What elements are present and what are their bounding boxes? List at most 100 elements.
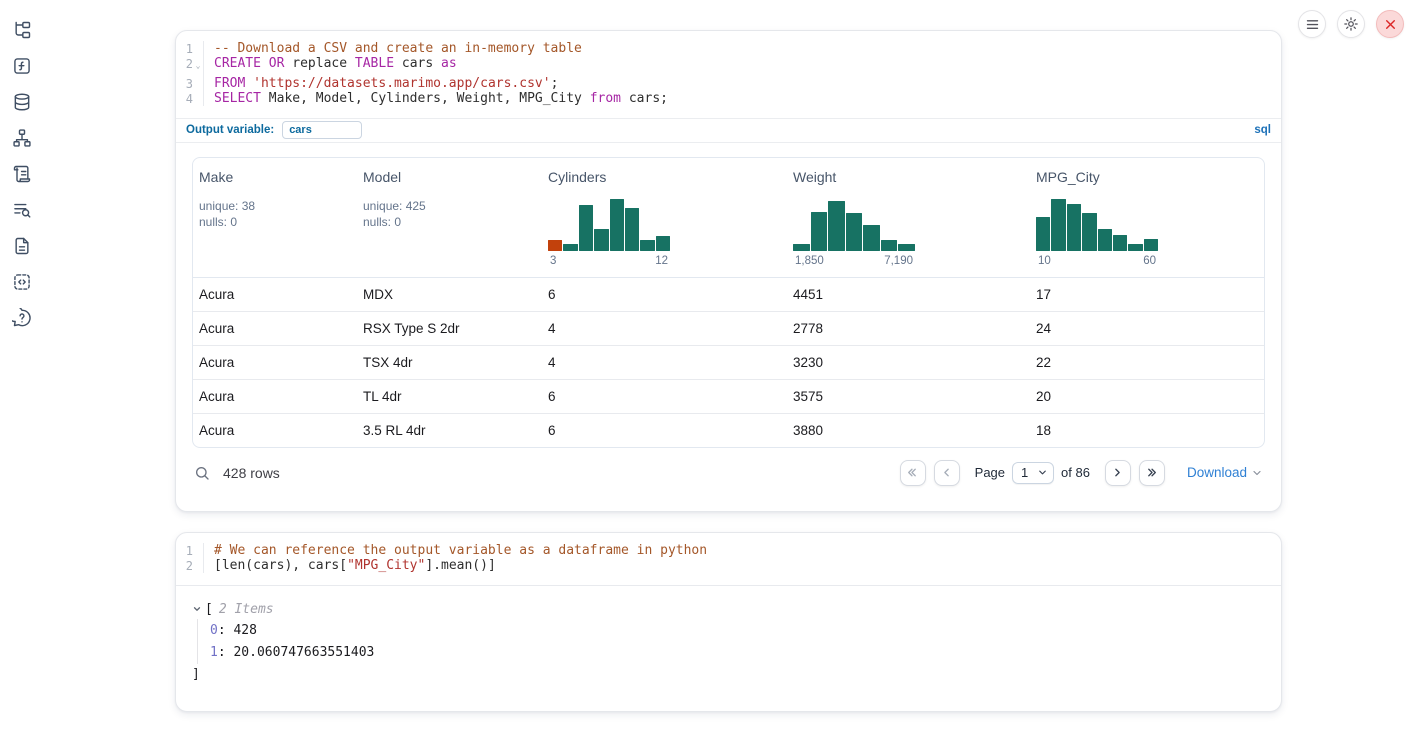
output-variable-input[interactable] (282, 121, 363, 140)
datasources-icon (12, 92, 32, 117)
code-token: 'https://datasets.marimo.app/cars.csv' (253, 75, 551, 91)
code-token: ].mean()] (425, 558, 496, 573)
column-stat-line: unique: 425 (363, 198, 426, 213)
sidebar-item-logs[interactable] (11, 165, 33, 187)
settings-gear-icon[interactable] (1337, 10, 1365, 38)
line-number: 1 (185, 544, 193, 558)
axis-max-label: 7,190 (884, 254, 913, 267)
last-page-button[interactable] (1138, 459, 1165, 486)
shutdown-close-icon[interactable] (1376, 10, 1404, 38)
code-line: 2 [len(cars), cars["MPG_City"].mean()] (176, 558, 1281, 573)
tree-item-key: 1 (210, 645, 218, 661)
line-number: 2 (185, 559, 193, 573)
axis-max-label: 60 (1143, 254, 1156, 267)
histogram-bar (640, 240, 655, 251)
previous-page-button[interactable] (933, 459, 960, 486)
histogram-bar (1051, 198, 1066, 251)
table-header-row: Make unique: 38 nulls: 0 Model unique: 425 nu… (193, 158, 1264, 278)
histogram-bar (594, 228, 609, 251)
code-token: CREATE (214, 56, 261, 71)
code-token: "MPG_City" (347, 558, 426, 573)
column-header-model[interactable]: Model unique: 425 nulls: 0 (357, 158, 542, 277)
row-count: 428 rows (223, 464, 280, 481)
table-cell: 2778 (793, 320, 824, 336)
sidebar-item-help[interactable] (6, 304, 33, 331)
code-line: 4 SELECT Make, Model, Cylinders, Weight, … (176, 90, 1281, 106)
top-actions (1298, 10, 1404, 38)
logs-icon (12, 164, 32, 189)
fold-spacer (193, 76, 203, 91)
table-row: Acura TL 4dr 6 3575 20 (193, 380, 1264, 414)
line-number: 1 (185, 42, 193, 56)
table-cell: 4 (548, 354, 556, 370)
tree-open-bracket: [ (205, 601, 213, 617)
fold-chevron-icon[interactable]: ⌄ (195, 61, 201, 70)
page-total: of 86 (1061, 465, 1090, 481)
snippets-icon (12, 272, 32, 297)
histogram-bar (609, 198, 624, 251)
sql-code-editor[interactable]: 1 -- Download a CSV and create an in-memo… (176, 31, 1281, 118)
sidebar-item-outline-search[interactable] (11, 201, 33, 223)
histogram-bar (845, 213, 863, 251)
column-header-mpg_city[interactable]: MPG_City 10 60 (1030, 158, 1264, 277)
tree-items-count: 2 Items (218, 601, 274, 617)
histogram-bar (548, 240, 563, 251)
table-cell: 6 (548, 286, 556, 302)
download-label: Download (1186, 465, 1247, 481)
sql-cell: 1 -- Download a CSV and create an in-memo… (175, 30, 1282, 512)
column-name: Make (199, 168, 234, 185)
histogram-bars (793, 199, 916, 251)
output-variable-label: Output variable: (186, 124, 275, 137)
code-token (261, 56, 269, 71)
chevron-down-icon (1251, 467, 1263, 479)
scratchpad-icon (12, 56, 32, 81)
code-token: SELECT (214, 90, 261, 106)
tree-item: 0: 428 (210, 619, 1265, 642)
sidebar-item-snippets[interactable] (11, 273, 33, 295)
search-icon[interactable] (194, 465, 210, 481)
column-name: Model (363, 168, 402, 185)
collapse-chevron-icon[interactable] (192, 604, 202, 614)
sidebar-item-scratchpad[interactable] (11, 57, 33, 79)
tree-item-value: : 20.060747663551403 (217, 645, 375, 661)
tree-item: 1: 20.060747663551403 (210, 642, 1265, 665)
tree-item-key: 0 (210, 622, 218, 638)
python-code-editor[interactable]: 1 # We can reference the output variable … (176, 533, 1281, 585)
download-button[interactable]: Download (1187, 465, 1263, 480)
histogram-bars (1036, 198, 1158, 251)
table-cell: 6 (548, 388, 556, 404)
fold-spacer (193, 543, 203, 558)
column-name: Weight (793, 168, 837, 185)
table-cell: Acura (199, 388, 235, 404)
histogram-bar (828, 201, 845, 251)
column-header-weight[interactable]: Weight 1,850 7,190 (787, 158, 1030, 277)
column-header-cylinders[interactable]: Cylinders 3 12 (542, 158, 787, 277)
table-cell: RSX Type S 2dr (363, 320, 460, 336)
histogram-bar (563, 244, 578, 251)
code-token: from (589, 90, 622, 106)
page-select[interactable]: 1 (1012, 461, 1055, 484)
sidebar-item-file-explorer[interactable] (11, 21, 33, 43)
column-stats: unique: 38 nulls: 0 (199, 198, 349, 231)
menu-icon[interactable] (1298, 10, 1326, 38)
table-cell: 3230 (793, 354, 824, 370)
line-gutter: 2 ⌄ (176, 56, 204, 76)
sidebar-item-documentation[interactable] (11, 237, 33, 259)
code-token: -- Download a CSV and create an in-memor… (214, 41, 582, 56)
axis-min-label: 1,850 (795, 254, 824, 267)
table-cell: 3880 (793, 422, 824, 438)
code-token: cars (394, 56, 442, 71)
first-page-button[interactable] (899, 459, 926, 486)
table-cell: 3575 (793, 388, 824, 404)
column-header-make[interactable]: Make unique: 38 nulls: 0 (193, 158, 357, 277)
next-page-button[interactable] (1104, 459, 1131, 486)
table-cell: 3.5 RL 4dr (363, 422, 426, 438)
code-token (245, 76, 253, 91)
sidebar-item-datasources[interactable] (11, 93, 33, 115)
histogram-bar (1036, 216, 1051, 251)
code-token: Make, Model, Cylinders, Weight, MPG_City (260, 90, 590, 106)
histogram-bar (880, 240, 898, 251)
line-number: 3 (185, 76, 193, 91)
sidebar-item-dependency-graph[interactable] (11, 128, 33, 151)
page-select-value: 1 (1021, 465, 1029, 481)
